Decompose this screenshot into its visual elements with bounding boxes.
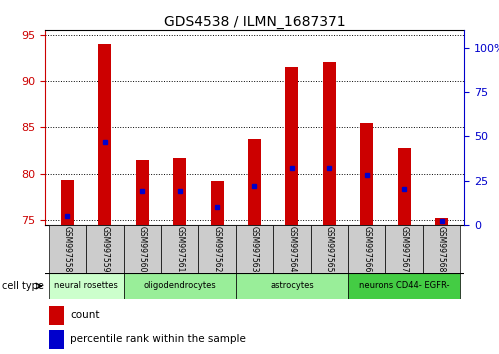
Bar [423, 225, 460, 273]
Bar [198, 225, 236, 273]
Text: GSM997568: GSM997568 [437, 226, 446, 273]
Bar [136, 160, 149, 225]
Bar [348, 225, 385, 273]
Text: GSM997563: GSM997563 [250, 226, 259, 273]
Bar [285, 67, 298, 225]
Bar [310, 225, 348, 273]
Text: GSM997566: GSM997566 [362, 226, 371, 273]
Bar [48, 273, 123, 299]
Bar [48, 225, 86, 273]
Bar [61, 180, 74, 225]
Text: oligodendrocytes: oligodendrocytes [143, 281, 216, 290]
Text: GSM997560: GSM997560 [138, 226, 147, 273]
Title: GDS4538 / ILMN_1687371: GDS4538 / ILMN_1687371 [164, 15, 345, 29]
Text: GSM997558: GSM997558 [63, 226, 72, 273]
Text: GSM997565: GSM997565 [325, 226, 334, 273]
Text: GSM997564: GSM997564 [287, 226, 296, 273]
Text: neural rosettes: neural rosettes [54, 281, 118, 290]
Bar [49, 306, 64, 325]
Text: GSM997561: GSM997561 [175, 226, 184, 273]
Text: percentile rank within the sample: percentile rank within the sample [70, 334, 246, 344]
Bar [348, 273, 460, 299]
Bar [211, 181, 224, 225]
Text: GSM997567: GSM997567 [400, 226, 409, 273]
Bar [273, 225, 310, 273]
Bar [236, 273, 348, 299]
Bar [435, 218, 448, 225]
Text: GSM997562: GSM997562 [213, 226, 222, 273]
Bar [123, 225, 161, 273]
Bar [173, 158, 186, 225]
Text: GSM997559: GSM997559 [100, 226, 109, 273]
Bar [323, 62, 336, 225]
Text: cell type: cell type [2, 281, 44, 291]
Bar [385, 225, 423, 273]
Bar [248, 138, 261, 225]
Bar [161, 225, 199, 273]
Bar [236, 225, 273, 273]
Bar [123, 273, 236, 299]
Text: count: count [70, 310, 100, 320]
Bar [86, 225, 123, 273]
Bar [398, 148, 411, 225]
Bar [49, 330, 64, 349]
Text: neurons CD44- EGFR-: neurons CD44- EGFR- [359, 281, 450, 290]
Bar [360, 123, 373, 225]
Bar [98, 44, 111, 225]
Text: astrocytes: astrocytes [270, 281, 314, 290]
